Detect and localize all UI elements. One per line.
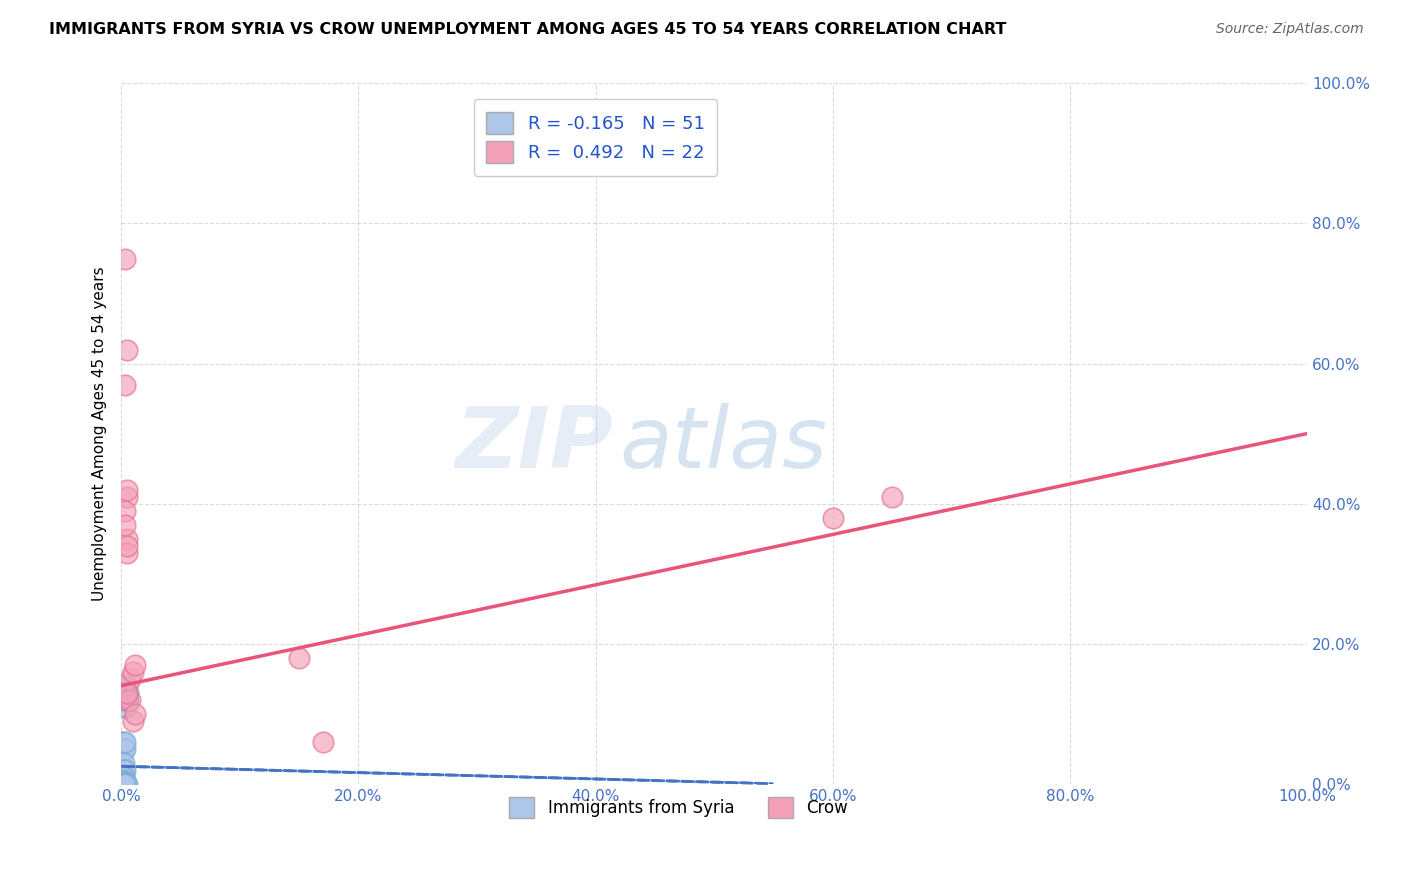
Point: [112, 763, 135, 777]
Point: [118, 672, 141, 686]
Point: [114, 252, 136, 266]
Point: [112, 777, 135, 791]
Point: [122, 665, 145, 679]
Point: [111, 777, 134, 791]
Point: [111, 686, 134, 700]
Point: [115, 483, 138, 497]
Point: [115, 679, 138, 693]
Point: [114, 517, 136, 532]
Point: [111, 735, 134, 749]
Point: [115, 343, 138, 357]
Point: [111, 770, 134, 784]
Point: [821, 510, 844, 524]
Point: [115, 692, 138, 706]
Point: [112, 777, 135, 791]
Point: [115, 692, 138, 706]
Point: [115, 490, 138, 504]
Point: [115, 532, 138, 546]
Point: [112, 679, 135, 693]
Point: [111, 776, 134, 790]
Point: [111, 763, 134, 777]
Point: [111, 763, 134, 777]
Point: [112, 735, 135, 749]
Point: [114, 503, 136, 517]
Point: [112, 775, 135, 789]
Point: [115, 692, 138, 706]
Point: [124, 706, 146, 721]
Point: [112, 773, 135, 788]
Point: [114, 686, 136, 700]
Point: [117, 686, 139, 700]
Point: [115, 777, 138, 791]
Text: atlas: atlas: [619, 402, 827, 485]
Point: [112, 679, 135, 693]
Point: [115, 777, 138, 791]
Point: [112, 776, 135, 790]
Point: [111, 775, 134, 789]
Point: [112, 763, 135, 777]
Point: [312, 735, 335, 749]
Point: [114, 763, 136, 777]
Point: [117, 692, 139, 706]
Y-axis label: Unemployment Among Ages 45 to 54 years: Unemployment Among Ages 45 to 54 years: [93, 267, 107, 601]
Point: [288, 650, 311, 665]
Text: ZIP: ZIP: [456, 402, 613, 485]
Point: [112, 756, 135, 770]
Text: IMMIGRANTS FROM SYRIA VS CROW UNEMPLOYMENT AMONG AGES 45 TO 54 YEARS CORRELATION: IMMIGRANTS FROM SYRIA VS CROW UNEMPLOYME…: [49, 22, 1007, 37]
Point: [111, 770, 134, 784]
Text: Source: ZipAtlas.com: Source: ZipAtlas.com: [1216, 22, 1364, 37]
Point: [111, 756, 134, 770]
Point: [122, 714, 145, 728]
Point: [115, 686, 138, 700]
Point: [111, 741, 134, 756]
Point: [114, 686, 136, 700]
Point: [118, 692, 141, 706]
Point: [112, 741, 135, 756]
Point: [124, 657, 146, 672]
Point: [114, 699, 136, 714]
Point: [112, 692, 135, 706]
Point: [115, 546, 138, 560]
Point: [115, 539, 138, 553]
Point: [114, 775, 136, 789]
Point: [111, 777, 134, 791]
Point: [111, 773, 134, 788]
Point: [114, 777, 136, 791]
Point: [114, 776, 136, 790]
Point: [114, 735, 136, 749]
Point: [111, 773, 134, 788]
Point: [111, 777, 134, 791]
Point: [114, 692, 136, 706]
Point: [880, 490, 903, 504]
Point: [112, 770, 135, 784]
Point: [114, 741, 136, 756]
Legend: Immigrants from Syria, Crow: Immigrants from Syria, Crow: [503, 790, 855, 824]
Point: [115, 699, 138, 714]
Point: [114, 377, 136, 392]
Point: [115, 686, 138, 700]
Point: [114, 777, 136, 791]
Point: [112, 770, 135, 784]
Point: [111, 692, 134, 706]
